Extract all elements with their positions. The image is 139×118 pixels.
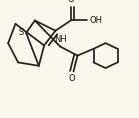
- Text: O: O: [68, 0, 74, 4]
- Text: OH: OH: [89, 16, 102, 25]
- Text: S: S: [18, 28, 24, 37]
- Text: O: O: [69, 74, 75, 83]
- Text: NH: NH: [54, 35, 67, 44]
